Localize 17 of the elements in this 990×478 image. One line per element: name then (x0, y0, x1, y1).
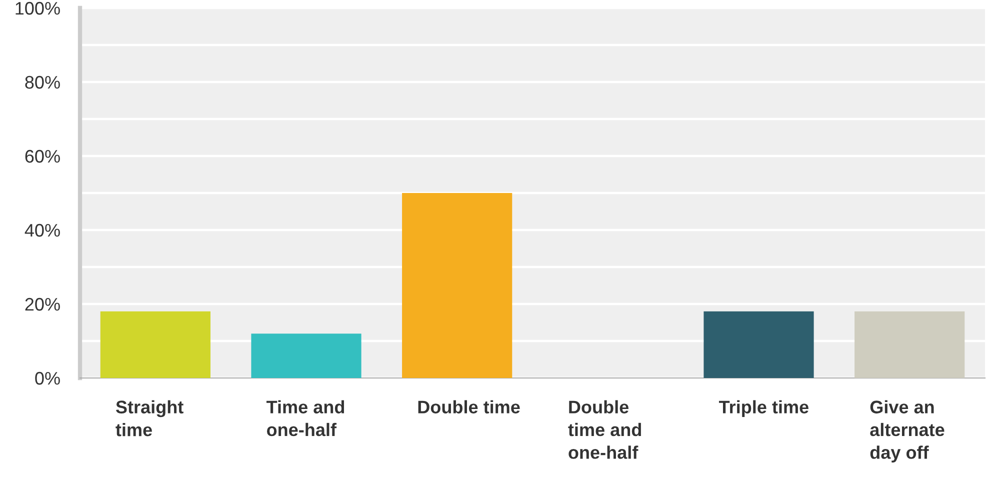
bar (854, 311, 965, 378)
y-tick-label: 80% (25, 76, 60, 89)
y-tick-label: 40% (24, 224, 60, 237)
y-tick-label: 60% (25, 150, 60, 163)
x-tick-label: Straight time (116, 400, 184, 436)
x-tick-label: Triple time (718, 400, 808, 418)
x-tick-label: Double time (418, 400, 520, 414)
bar (251, 334, 362, 378)
y-tick-label: 0% (35, 372, 60, 385)
bar (100, 311, 210, 378)
y-tick-label: 20% (25, 298, 60, 311)
bar (402, 193, 512, 378)
bar (704, 311, 814, 378)
x-tick-label: Double time and one-half (568, 400, 641, 459)
x-tick-label: Time and one-half (266, 400, 344, 436)
y-tick-label: 100% (16, 2, 60, 15)
x-tick-label: Give an alternate day off (870, 400, 944, 462)
